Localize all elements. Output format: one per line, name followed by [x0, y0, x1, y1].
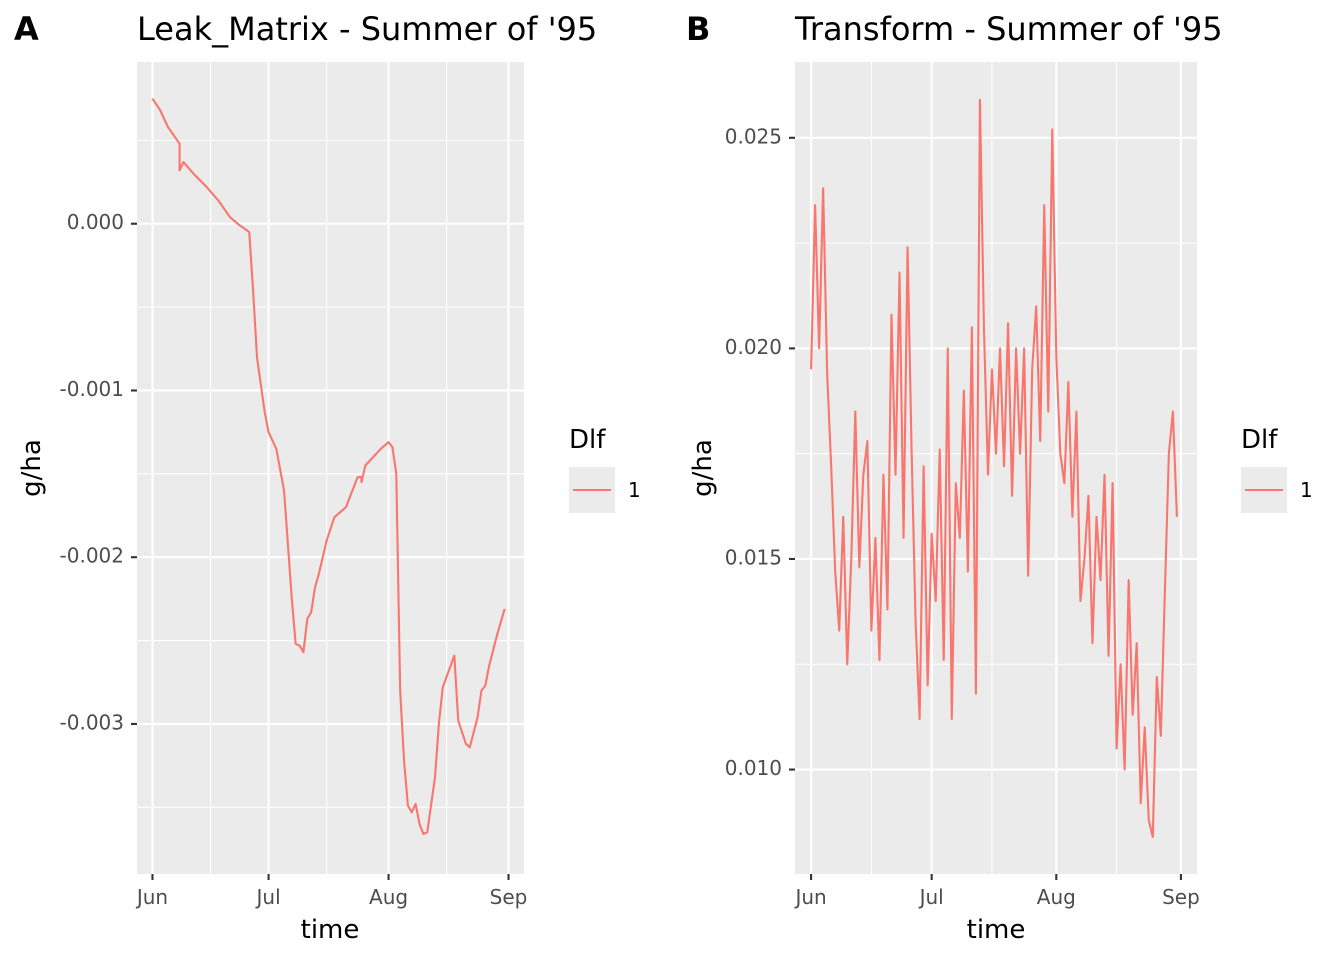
panel-b: B Transform - Summer of '95 0.010 0.015 …	[686, 10, 1313, 945]
panel-a-x-axis-title: time	[301, 915, 360, 945]
panel-b-x-tick-label: Jul	[918, 885, 944, 909]
panel-a-letter: A	[14, 10, 39, 48]
panel-b-plot-background	[795, 62, 1197, 874]
panel-a-y-tick-label: -0.001	[60, 377, 124, 401]
panel-b-legend-title: Dlf	[1241, 425, 1278, 455]
panel-a-x-tick-label: Sep	[490, 885, 528, 909]
panel-a-y-tick-label: -0.003	[60, 710, 124, 734]
panel-a-y-tick-label: -0.002	[60, 544, 124, 568]
panel-a-legend: Dlf 1	[569, 425, 641, 513]
panel-b-x-axis: Jun Jul Aug Sep	[793, 874, 1200, 909]
panel-b-y-tick-label: 0.020	[725, 335, 782, 359]
panel-b-x-axis-title: time	[967, 915, 1026, 945]
panel-b-title: Transform - Summer of '95	[794, 10, 1223, 48]
panel-b-x-tick-label: Sep	[1162, 885, 1200, 909]
panel-a: A Leak_Matrix - Summer of '95 0.000 -0.0…	[14, 10, 641, 945]
panel-a-legend-title: Dlf	[569, 425, 606, 455]
panel-a-plot-background	[137, 62, 524, 874]
panel-a-x-axis: Jun Jul Aug Sep	[135, 874, 528, 909]
panel-b-legend: Dlf 1	[1241, 425, 1313, 513]
panel-b-series-line-1	[810, 98, 1178, 838]
panel-a-title: Leak_Matrix - Summer of '95	[137, 10, 597, 48]
panel-b-legend-label: 1	[1300, 478, 1313, 502]
panel-b-x-tick-label: Jun	[793, 885, 826, 909]
panel-a-y-axis-title: g/ha	[17, 439, 47, 497]
panel-b-letter: B	[686, 10, 710, 48]
panel-a-series-1	[151, 98, 506, 836]
panel-a-series-line-1	[151, 98, 506, 836]
panel-a-x-tick-label: Jul	[255, 885, 281, 909]
panel-b-y-axis-title: g/ha	[688, 439, 718, 497]
panel-a-x-tick-label: Aug	[369, 885, 408, 909]
panel-b-series-1	[810, 98, 1178, 838]
panel-a-x-tick-label: Jun	[135, 885, 168, 909]
panel-b-y-tick-label: 0.025	[725, 124, 782, 148]
panel-b-y-tick-label: 0.015	[725, 545, 782, 569]
panel-b-x-tick-label: Aug	[1037, 885, 1076, 909]
panel-a-y-tick-label: 0.000	[67, 210, 124, 234]
panel-a-legend-label: 1	[628, 478, 641, 502]
panel-a-gridlines	[137, 62, 524, 874]
panel-b-y-tick-label: 0.010	[725, 756, 782, 780]
panel-b-y-axis: 0.010 0.015 0.020 0.025	[725, 124, 795, 780]
panel-a-y-axis: 0.000 -0.001 -0.002 -0.003	[60, 210, 137, 734]
